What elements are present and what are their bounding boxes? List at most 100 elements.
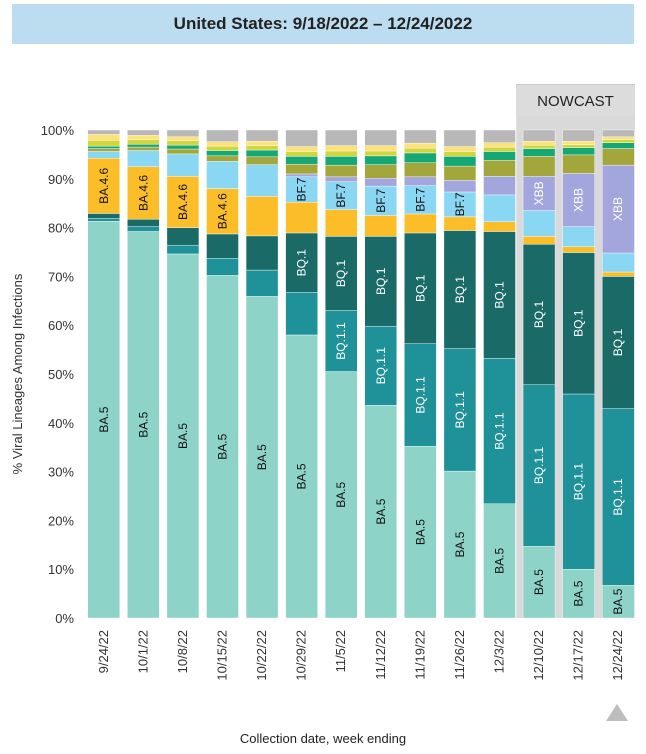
bar-segment[interactable]	[404, 129, 437, 144]
bar-segment[interactable]	[562, 173, 595, 227]
bar-segment[interactable]	[522, 129, 556, 142]
bar-segment[interactable]	[127, 139, 160, 145]
bar-segment[interactable]	[364, 236, 397, 327]
bar-segment[interactable]	[562, 246, 595, 253]
bar-segment[interactable]	[443, 146, 477, 152]
bar-segment[interactable]	[522, 243, 556, 385]
bar-segment[interactable]	[245, 129, 279, 142]
bar-segment[interactable]	[522, 546, 556, 619]
bar-segment[interactable]	[285, 173, 318, 178]
bar-segment[interactable]	[522, 176, 556, 211]
bar-segment[interactable]	[206, 155, 239, 162]
bar-segment[interactable]	[285, 156, 318, 165]
bar-segment[interactable]	[285, 151, 318, 157]
bar-segment[interactable]	[245, 196, 279, 237]
bar-segment[interactable]	[443, 165, 477, 181]
bar-segment[interactable]	[206, 150, 239, 157]
bar-segment[interactable]	[87, 218, 120, 222]
bar-segment[interactable]	[483, 221, 516, 232]
bar-segment[interactable]	[325, 371, 358, 619]
bar-segment[interactable]	[87, 140, 120, 147]
bar-segment[interactable]	[245, 145, 279, 151]
bar-segment[interactable]	[127, 150, 160, 167]
bar-segment[interactable]	[483, 160, 516, 177]
bar-segment[interactable]	[602, 252, 635, 273]
bar-segment[interactable]	[285, 129, 318, 147]
bar-segment[interactable]	[522, 236, 556, 245]
bar-segment[interactable]	[404, 152, 437, 163]
bar-segment[interactable]	[245, 164, 279, 197]
bar-segment[interactable]	[166, 227, 200, 246]
scroll-up-icon[interactable]	[606, 704, 628, 721]
bar-segment[interactable]	[364, 215, 397, 237]
bar-segment[interactable]	[325, 176, 358, 182]
bar-segment[interactable]	[602, 129, 635, 138]
bar-segment[interactable]	[87, 148, 120, 152]
bar-segment[interactable]	[285, 334, 318, 619]
bar-segment[interactable]	[602, 148, 635, 166]
bar-segment[interactable]	[166, 129, 200, 138]
bar-segment[interactable]	[166, 153, 200, 177]
bar-segment[interactable]	[325, 129, 358, 146]
bar-segment[interactable]	[325, 145, 358, 152]
bar-segment[interactable]	[562, 569, 595, 619]
bar-segment[interactable]	[483, 129, 516, 143]
bar-segment[interactable]	[562, 144, 595, 148]
bar-segment[interactable]	[206, 275, 239, 619]
bar-segment[interactable]	[443, 470, 477, 619]
bar-segment[interactable]	[404, 162, 437, 178]
bar-segment[interactable]	[206, 129, 239, 142]
bar-segment[interactable]	[166, 136, 200, 141]
bar-segment[interactable]	[364, 164, 397, 179]
bar-segment[interactable]	[285, 146, 318, 152]
bar-segment[interactable]	[443, 180, 477, 193]
bar-segment[interactable]	[443, 348, 477, 472]
bar-segment[interactable]	[285, 163, 318, 175]
bar-segment[interactable]	[602, 164, 635, 254]
bar-segment[interactable]	[602, 585, 635, 619]
bar-segment[interactable]	[483, 231, 516, 359]
bar-segment[interactable]	[522, 210, 556, 237]
bar-segment[interactable]	[87, 151, 120, 159]
bar-segment[interactable]	[602, 136, 635, 140]
bar-segment[interactable]	[127, 166, 160, 220]
bar-segment[interactable]	[87, 145, 120, 149]
bar-segment[interactable]	[127, 143, 160, 148]
bar-segment[interactable]	[562, 147, 595, 156]
bar-segment[interactable]	[404, 176, 437, 186]
bar-segment[interactable]	[404, 147, 437, 154]
bar-segment[interactable]	[245, 149, 279, 158]
bar-segment[interactable]	[245, 141, 279, 146]
bar-segment[interactable]	[166, 244, 200, 255]
bar-segment[interactable]	[325, 156, 358, 166]
bar-segment[interactable]	[325, 164, 358, 178]
bar-segment[interactable]	[206, 258, 239, 276]
bar-segment[interactable]	[483, 146, 516, 152]
bar-segment[interactable]	[364, 325, 397, 406]
bar-segment[interactable]	[404, 185, 437, 215]
bar-segment[interactable]	[404, 213, 437, 234]
bar-segment[interactable]	[87, 134, 120, 141]
bar-segment[interactable]	[404, 343, 437, 447]
bar-segment[interactable]	[522, 148, 556, 157]
bar-segment[interactable]	[364, 150, 397, 157]
bar-segment[interactable]	[483, 142, 516, 148]
bar-segment[interactable]	[522, 144, 556, 149]
bar-segment[interactable]	[127, 226, 160, 232]
bar-segment[interactable]	[562, 129, 595, 142]
bar-segment[interactable]	[285, 202, 318, 234]
bar-segment[interactable]	[206, 141, 239, 147]
bar-segment[interactable]	[325, 310, 358, 372]
bar-segment[interactable]	[602, 271, 635, 277]
bar-segment[interactable]	[602, 276, 635, 409]
bar-segment[interactable]	[562, 154, 595, 174]
bar-segment[interactable]	[522, 156, 556, 177]
bar-segment[interactable]	[364, 178, 397, 187]
bar-segment[interactable]	[245, 269, 279, 297]
bar-segment[interactable]	[166, 176, 200, 228]
bar-segment[interactable]	[562, 141, 595, 145]
bar-segment[interactable]	[483, 176, 516, 196]
bar-segment[interactable]	[87, 158, 120, 214]
bar-segment[interactable]	[443, 129, 477, 147]
bar-segment[interactable]	[364, 145, 397, 152]
